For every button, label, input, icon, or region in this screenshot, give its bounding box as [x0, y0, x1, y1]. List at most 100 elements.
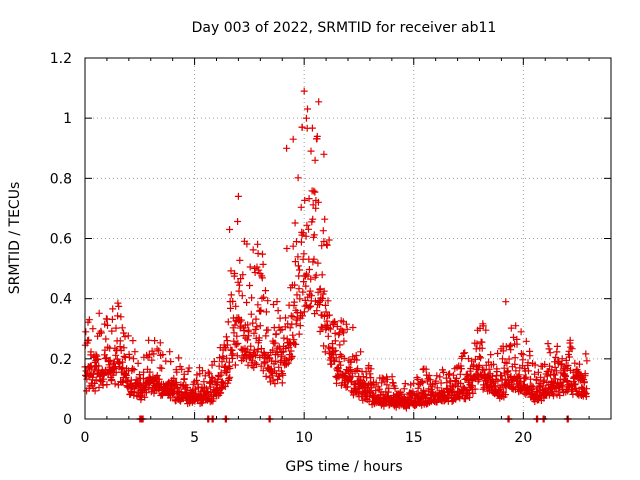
data-point [155, 375, 163, 383]
data-point [414, 384, 422, 392]
data-point [488, 372, 496, 380]
data-point [305, 225, 312, 233]
data-point [321, 348, 329, 356]
data-point [249, 319, 257, 327]
data-point [286, 324, 294, 332]
data-point [323, 241, 331, 249]
data-point [505, 343, 513, 351]
data-point [271, 339, 279, 347]
data-point [537, 373, 545, 381]
data-point [517, 350, 525, 358]
data-point [153, 345, 161, 353]
data-point [546, 362, 554, 370]
data-point [526, 352, 534, 360]
data-point [287, 312, 295, 320]
data-point [289, 242, 297, 250]
data-point [494, 377, 502, 385]
data-point [145, 336, 153, 344]
data-point [227, 291, 235, 299]
peak-data-point [226, 226, 234, 233]
data-point [180, 375, 188, 383]
data-point [210, 358, 218, 365]
data-point [566, 336, 574, 344]
y-tick-label: 0.4 [50, 292, 72, 308]
x-tick-label: 0 [81, 430, 90, 446]
data-point [320, 312, 328, 320]
data-point [460, 349, 468, 357]
data-point [332, 347, 340, 355]
data-point [539, 378, 547, 386]
data-point [477, 354, 485, 362]
data-point [336, 341, 344, 349]
data-point [469, 389, 477, 397]
data-point [89, 373, 97, 381]
data-point [287, 347, 295, 355]
data-point [522, 373, 530, 381]
data-point [315, 98, 323, 106]
data-point [325, 324, 333, 332]
data-point [456, 370, 464, 378]
y-tick-label: 0.2 [50, 352, 72, 368]
data-point [196, 364, 203, 372]
chart-title: Day 003 of 2022, SRMTID for receiver ab1… [192, 20, 497, 36]
data-point [310, 231, 318, 239]
data-point [226, 364, 234, 372]
data-point [254, 240, 262, 248]
y-tick-label: 0 [63, 412, 72, 428]
x-tick-label: 5 [190, 430, 199, 446]
data-point [327, 325, 334, 333]
data-point [512, 367, 520, 375]
data-point [389, 379, 397, 387]
y-tick-label: 0.6 [50, 232, 72, 248]
data-point [251, 269, 259, 276]
data-point [580, 378, 588, 386]
data-point [102, 335, 110, 343]
data-point [289, 331, 297, 339]
data-point [108, 315, 116, 323]
data-point [473, 340, 481, 348]
data-point [359, 373, 367, 381]
data-point [306, 287, 314, 295]
data-point [140, 368, 148, 376]
data-point [503, 359, 511, 367]
data-point [308, 292, 316, 300]
data-point [173, 379, 180, 387]
data-point [568, 345, 576, 353]
peak-data-point [517, 328, 525, 336]
data-point [465, 377, 473, 384]
data-point [297, 203, 305, 211]
data-point [553, 367, 560, 375]
data-point [552, 353, 560, 361]
peak-data-point [234, 192, 242, 200]
data-point [558, 355, 566, 363]
data-point [118, 324, 126, 332]
data-point [233, 341, 240, 349]
data-point [175, 354, 183, 362]
data-point [112, 324, 120, 332]
data-point [184, 368, 192, 375]
data-point [108, 376, 116, 384]
data-point [302, 282, 310, 290]
data-point [313, 307, 321, 315]
data-point [504, 367, 512, 375]
data-point [491, 382, 499, 390]
data-point [321, 215, 329, 223]
peak-data-point [283, 144, 291, 152]
data-point [114, 312, 122, 320]
data-point [278, 379, 286, 387]
data-point [129, 337, 137, 345]
data-point [505, 381, 513, 389]
data-point [453, 374, 460, 382]
data-point [330, 347, 338, 355]
data-point [258, 274, 266, 282]
data-point [499, 347, 507, 355]
data-point [333, 323, 341, 330]
data-point [551, 363, 559, 371]
data-point [255, 266, 263, 274]
data-point [120, 352, 128, 360]
data-point [294, 174, 302, 182]
data-point [167, 358, 175, 366]
data-point [324, 332, 332, 340]
data-point [274, 307, 282, 315]
data-point [296, 295, 304, 303]
